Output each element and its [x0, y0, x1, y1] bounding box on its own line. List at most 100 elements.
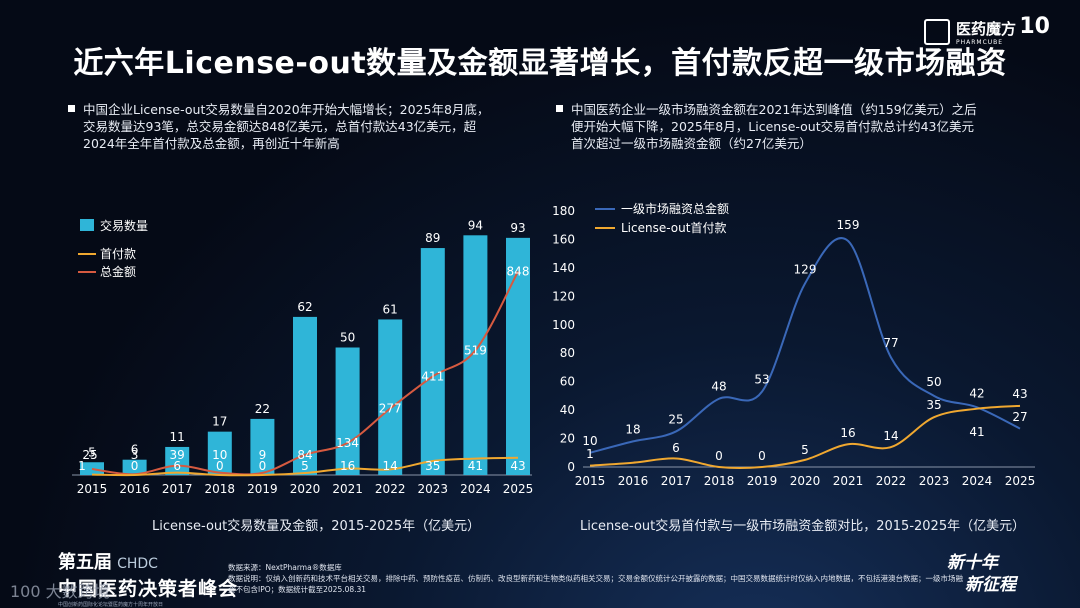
total-label-2025: 848	[507, 264, 530, 278]
bullet-left-line2: 交易数量达93笔，总交易金额达848亿美元，总首付款达43亿美元，超	[83, 119, 477, 134]
y-tick-40: 40	[560, 403, 575, 417]
upfront-label-2017: 6	[173, 459, 181, 473]
bar-2015	[80, 462, 104, 475]
data-source: 数据来源：NextPharma®数据库	[228, 563, 342, 572]
legend-label-financing: 一级市场融资总金额	[621, 201, 729, 216]
total-label-2015: 25	[82, 448, 97, 462]
bullet-right-line1: 中国医药企业一级市场融资金额在2021年达到峰值（约159亿美元）之后	[571, 102, 977, 117]
financing-label-2023: 50	[926, 375, 941, 389]
slide-title: 近六年License-out数量及金额显著增长，首付款反超一级市场融资	[73, 46, 1007, 81]
x-tick-2018: 2018	[205, 482, 236, 496]
bar-2016	[122, 459, 147, 475]
bar-2025	[506, 237, 530, 475]
bullet-square-icon	[556, 105, 563, 112]
bar-label-2019: 22	[255, 402, 270, 416]
bar-label-2022: 61	[383, 302, 398, 316]
bar-label-2024: 94	[468, 218, 483, 232]
upfront-label-2021: 16	[840, 426, 855, 440]
anniversary-badge: 10	[1019, 14, 1050, 39]
x-tick-2017: 2017	[661, 474, 692, 488]
watermark: 100 大数跨境	[10, 582, 110, 601]
financing-label-2022: 77	[883, 336, 898, 350]
bullet-left: 中国企业License-out交易数量自2020年开始大幅增长；2025年8月底…	[68, 101, 528, 152]
y-tick-100: 100	[552, 318, 575, 332]
upfront-label-2019: 0	[758, 449, 766, 463]
bullet-left-line1: 中国企业License-out交易数量自2020年开始大幅增长；2025年8月底…	[83, 102, 490, 117]
x-tick-2021: 2021	[833, 474, 864, 488]
x-tick-2019: 2019	[247, 482, 278, 496]
total-label-2021: 134	[336, 436, 359, 450]
y-tick-60: 60	[560, 375, 575, 389]
upfront-label-2018: 0	[216, 459, 224, 473]
bar-2021	[335, 347, 360, 475]
x-tick-2019: 2019	[747, 474, 778, 488]
total-label-2024: 519	[464, 343, 487, 357]
bar-2024	[463, 235, 488, 475]
x-tick-2015: 2015	[77, 482, 108, 496]
slogan-line1: 新十年	[947, 553, 998, 573]
event-logo: 第五届 CHDC 中国医药决策者峰会 中国创新药国际化论坛暨医药魔方十周年开放日	[58, 548, 238, 608]
total-label-2019: 9	[259, 448, 267, 462]
bullet-left-line3: 2024年全年首付款及总金额，再创近十年新高	[83, 136, 340, 151]
upfront-label-2023: 35	[926, 398, 941, 412]
x-tick-2018: 2018	[704, 474, 735, 488]
bar-label-2020: 62	[297, 300, 312, 314]
y-tick-0: 0	[567, 460, 575, 474]
upfront-label-2025: 43	[1012, 387, 1027, 401]
x-tick-2022: 2022	[375, 482, 406, 496]
event-line2: 中国医药决策者峰会	[58, 578, 239, 600]
bar-2018	[207, 431, 232, 475]
financing-label-2017: 25	[668, 412, 683, 426]
upfront-label-2019: 0	[259, 459, 267, 473]
legend-label-total: 总金额	[100, 264, 136, 279]
bullet-square-icon	[68, 105, 75, 112]
event-chdc: CHDC	[117, 556, 158, 572]
bullet-right-line2: 便开始大幅下降，2025年8月，License-out交易首付款总计约43亿美元	[571, 119, 975, 134]
line-upfront	[91, 456, 519, 477]
data-notes: 数据来源：NextPharma®数据库 数据说明：仅纳入创新药和技术平台相关交易…	[228, 562, 968, 595]
y-tick-20: 20	[560, 432, 575, 446]
bar-label-2021: 50	[340, 331, 355, 345]
upfront-label-2024: 41	[969, 425, 984, 439]
upfront-label-2020: 5	[801, 443, 809, 457]
x-tick-2023: 2023	[418, 482, 449, 496]
chart2-caption: License-out交易首付款与一级市场融资金额对比，2015-2025年（亿…	[580, 519, 1026, 534]
x-tick-2015: 2015	[575, 474, 606, 488]
x-tick-2025: 2025	[503, 482, 534, 496]
y-tick-140: 140	[552, 261, 575, 275]
bar-2020	[293, 316, 317, 475]
bullet-right: 中国医药企业一级市场融资金额在2021年达到峰值（约159亿美元）之后 便开始大…	[556, 101, 1036, 152]
x-tick-2024: 2024	[962, 474, 993, 488]
bar-label-2015: 5	[88, 445, 96, 459]
x-tick-2020: 2020	[790, 474, 821, 488]
upfront-label-2015: 1	[586, 447, 594, 461]
legend-swatch-bar	[80, 219, 94, 231]
x-tick-2016: 2016	[618, 474, 649, 488]
bar-label-2025: 93	[510, 221, 525, 235]
y-tick-180: 180	[552, 204, 575, 218]
x-tick-2020: 2020	[290, 482, 321, 496]
upfront-label-2017: 6	[672, 441, 680, 455]
financing-label-2024: 42	[969, 386, 984, 400]
y-tick-80: 80	[560, 346, 575, 360]
legend-label-upfront: License-out首付款	[621, 221, 726, 235]
line-total	[91, 271, 519, 476]
y-tick-160: 160	[552, 232, 575, 246]
upfront-label-2025: 43	[510, 459, 525, 473]
financing-label-2019: 53	[754, 373, 769, 387]
x-tick-2021: 2021	[332, 482, 363, 496]
y-tick-120: 120	[552, 289, 575, 303]
financing-label-2021: 159	[837, 218, 860, 232]
upfront-label-2018: 0	[715, 449, 723, 463]
x-tick-2024: 2024	[460, 482, 491, 496]
upfront-label-2022: 14	[383, 459, 398, 473]
slogan-line2: 新征程	[965, 575, 1016, 595]
chart1-caption: License-out交易数量及金额，2015-2025年（亿美元）	[152, 519, 481, 534]
brand-sub: PHARMCUBE	[955, 39, 1004, 46]
upfront-label-2022: 14	[883, 429, 898, 443]
event-line1: 第五届	[58, 552, 112, 573]
total-label-2018: 10	[212, 448, 227, 462]
x-tick-2022: 2022	[876, 474, 907, 488]
bar-label-2017: 11	[170, 430, 185, 444]
